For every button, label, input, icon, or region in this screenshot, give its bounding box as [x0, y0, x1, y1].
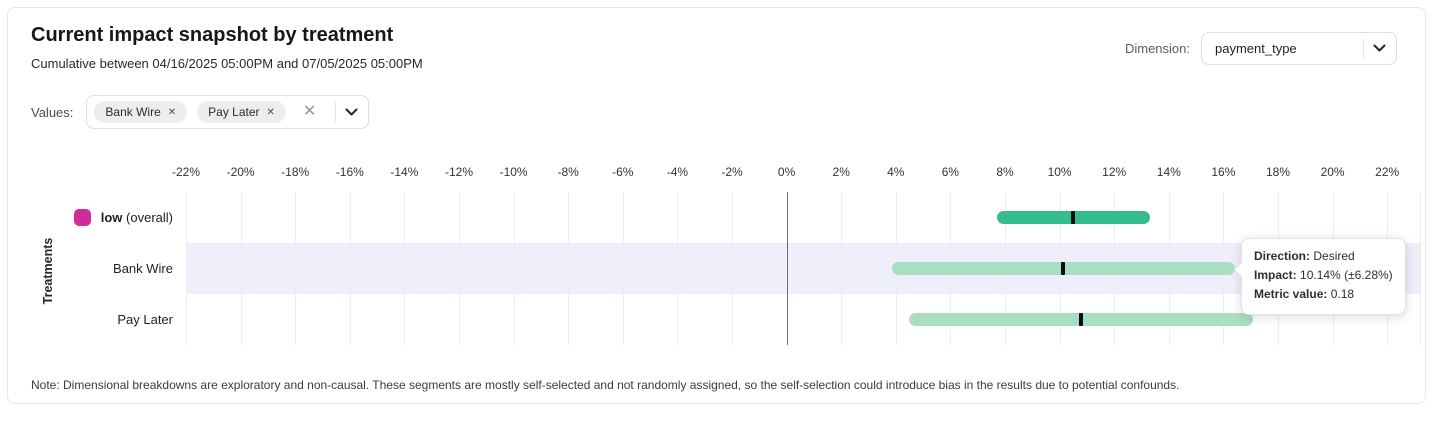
values-label: Values:: [31, 104, 74, 120]
note-text: Note: Dimensional breakdowns are explora…: [31, 378, 1180, 392]
axis-tick-label: 12%: [1102, 165, 1127, 179]
tooltip-metric-label: Metric value:: [1254, 287, 1328, 302]
axis-tick-label: 18%: [1265, 165, 1291, 179]
row-label-text: Bank Wire: [113, 261, 173, 276]
point-estimate-marker: [1061, 262, 1066, 275]
tooltip-direction-label: Direction:: [1254, 249, 1311, 263]
date-range-subtitle: Cumulative between 04/16/2025 05:00PM an…: [31, 56, 423, 71]
axis-tick-label: 16%: [1211, 165, 1236, 179]
axis-tick-label: -12%: [444, 165, 474, 179]
axis-tick-label: 4%: [887, 165, 905, 179]
row-label: Bank Wire: [8, 243, 173, 294]
axis-tick-label: 10%: [1047, 165, 1072, 179]
axis-tick-label: -8%: [557, 165, 579, 179]
value-chip[interactable]: Bank Wire ✕: [94, 101, 188, 123]
tooltip-impact-value: 10.14% (±6.28%): [1300, 268, 1393, 283]
axis-tick-label: 22%: [1375, 165, 1400, 179]
dimension-selected-value: payment_type: [1215, 41, 1297, 56]
axis-tick-label: 6%: [941, 165, 960, 179]
page-title: Current impact snapshot by treatment: [31, 24, 394, 46]
gridline: [186, 192, 187, 345]
gridline: [240, 192, 242, 345]
value-chips: Bank Wire ✕ Pay Later ✕: [94, 101, 296, 123]
axis-tick-label: -14%: [390, 165, 419, 179]
remove-chip-icon[interactable]: ✕: [167, 106, 177, 118]
row-label-text: Pay Later: [117, 312, 173, 327]
row-label: Pay Later: [8, 294, 173, 345]
axis-tick-label: -16%: [335, 165, 364, 179]
tooltip-metric-value: 0.18: [1330, 287, 1355, 302]
axis-tick-label: 8%: [996, 165, 1014, 179]
treatment-impact-chart: Treatments Direction: Desired Impact: 10…: [8, 8, 1425, 403]
axis-tick-label: -20%: [226, 165, 255, 179]
dimension-label: Dimension:: [1124, 41, 1190, 56]
tooltip-metric: Metric value: 0.18: [1254, 285, 1393, 304]
gridline: [568, 192, 570, 345]
axis-tick-label: -6%: [612, 165, 634, 179]
gridline: [513, 192, 515, 345]
axis-tick-label: -4%: [666, 165, 689, 179]
clear-values-icon[interactable]: ✕: [302, 103, 317, 120]
axis-tick-label: -2%: [721, 165, 743, 179]
select-divider: [1363, 38, 1364, 59]
values-filter-row: Values: Bank Wire ✕ Pay Later ✕ ✕: [31, 95, 370, 129]
row-label-text: low (overall): [100, 210, 173, 225]
chevron-down-icon[interactable]: [345, 108, 358, 117]
remove-chip-icon[interactable]: ✕: [266, 106, 275, 118]
value-chip-label: Bank Wire: [105, 105, 161, 119]
gridline: [295, 192, 297, 345]
gridline: [404, 192, 406, 345]
point-estimate-marker: [1079, 313, 1084, 326]
value-chip-label: Pay Later: [208, 105, 260, 119]
legend-swatch: [73, 209, 91, 226]
axis-tick-label: -18%: [281, 165, 310, 179]
zero-gridline: [786, 192, 788, 345]
row-label: low (overall): [8, 192, 173, 243]
axis-tick-label: 20%: [1320, 165, 1345, 179]
impact-snapshot-card: Current impact snapshot by treatment Cum…: [7, 7, 1426, 404]
tooltip-direction-value: Desired: [1313, 249, 1355, 263]
plot-right-edge-line: [1420, 192, 1421, 345]
values-multiselect[interactable]: Bank Wire ✕ Pay Later ✕ ✕: [86, 95, 370, 129]
gridline: [732, 192, 733, 345]
impact-tooltip: Direction: Desired Impact: 10.14% (±6.28…: [1241, 238, 1406, 315]
gridline: [349, 192, 351, 345]
point-estimate-marker: [1071, 211, 1076, 224]
dimension-control: Dimension: payment_type: [1125, 32, 1397, 65]
axis-tick-label: 0%: [777, 165, 796, 179]
gridline: [622, 192, 624, 345]
gridline: [677, 192, 679, 345]
tooltip-impact: Impact: 10.14% (±6.28%): [1254, 266, 1393, 285]
tooltip-impact-label: Impact:: [1254, 268, 1297, 283]
chevron-down-icon: [1373, 44, 1386, 53]
value-chip[interactable]: Pay Later ✕: [197, 101, 286, 123]
tooltip-direction: Direction: Desired: [1254, 247, 1393, 266]
axis-tick-label: -10%: [499, 165, 528, 179]
axis-tick-label: 2%: [832, 165, 850, 179]
select-divider: [335, 102, 337, 122]
gridline: [459, 192, 460, 345]
dimension-select[interactable]: payment_type: [1201, 32, 1397, 65]
axis-tick-label: -22%: [171, 165, 201, 179]
axis-tick-label: 14%: [1156, 165, 1181, 179]
gridline: [841, 192, 843, 345]
